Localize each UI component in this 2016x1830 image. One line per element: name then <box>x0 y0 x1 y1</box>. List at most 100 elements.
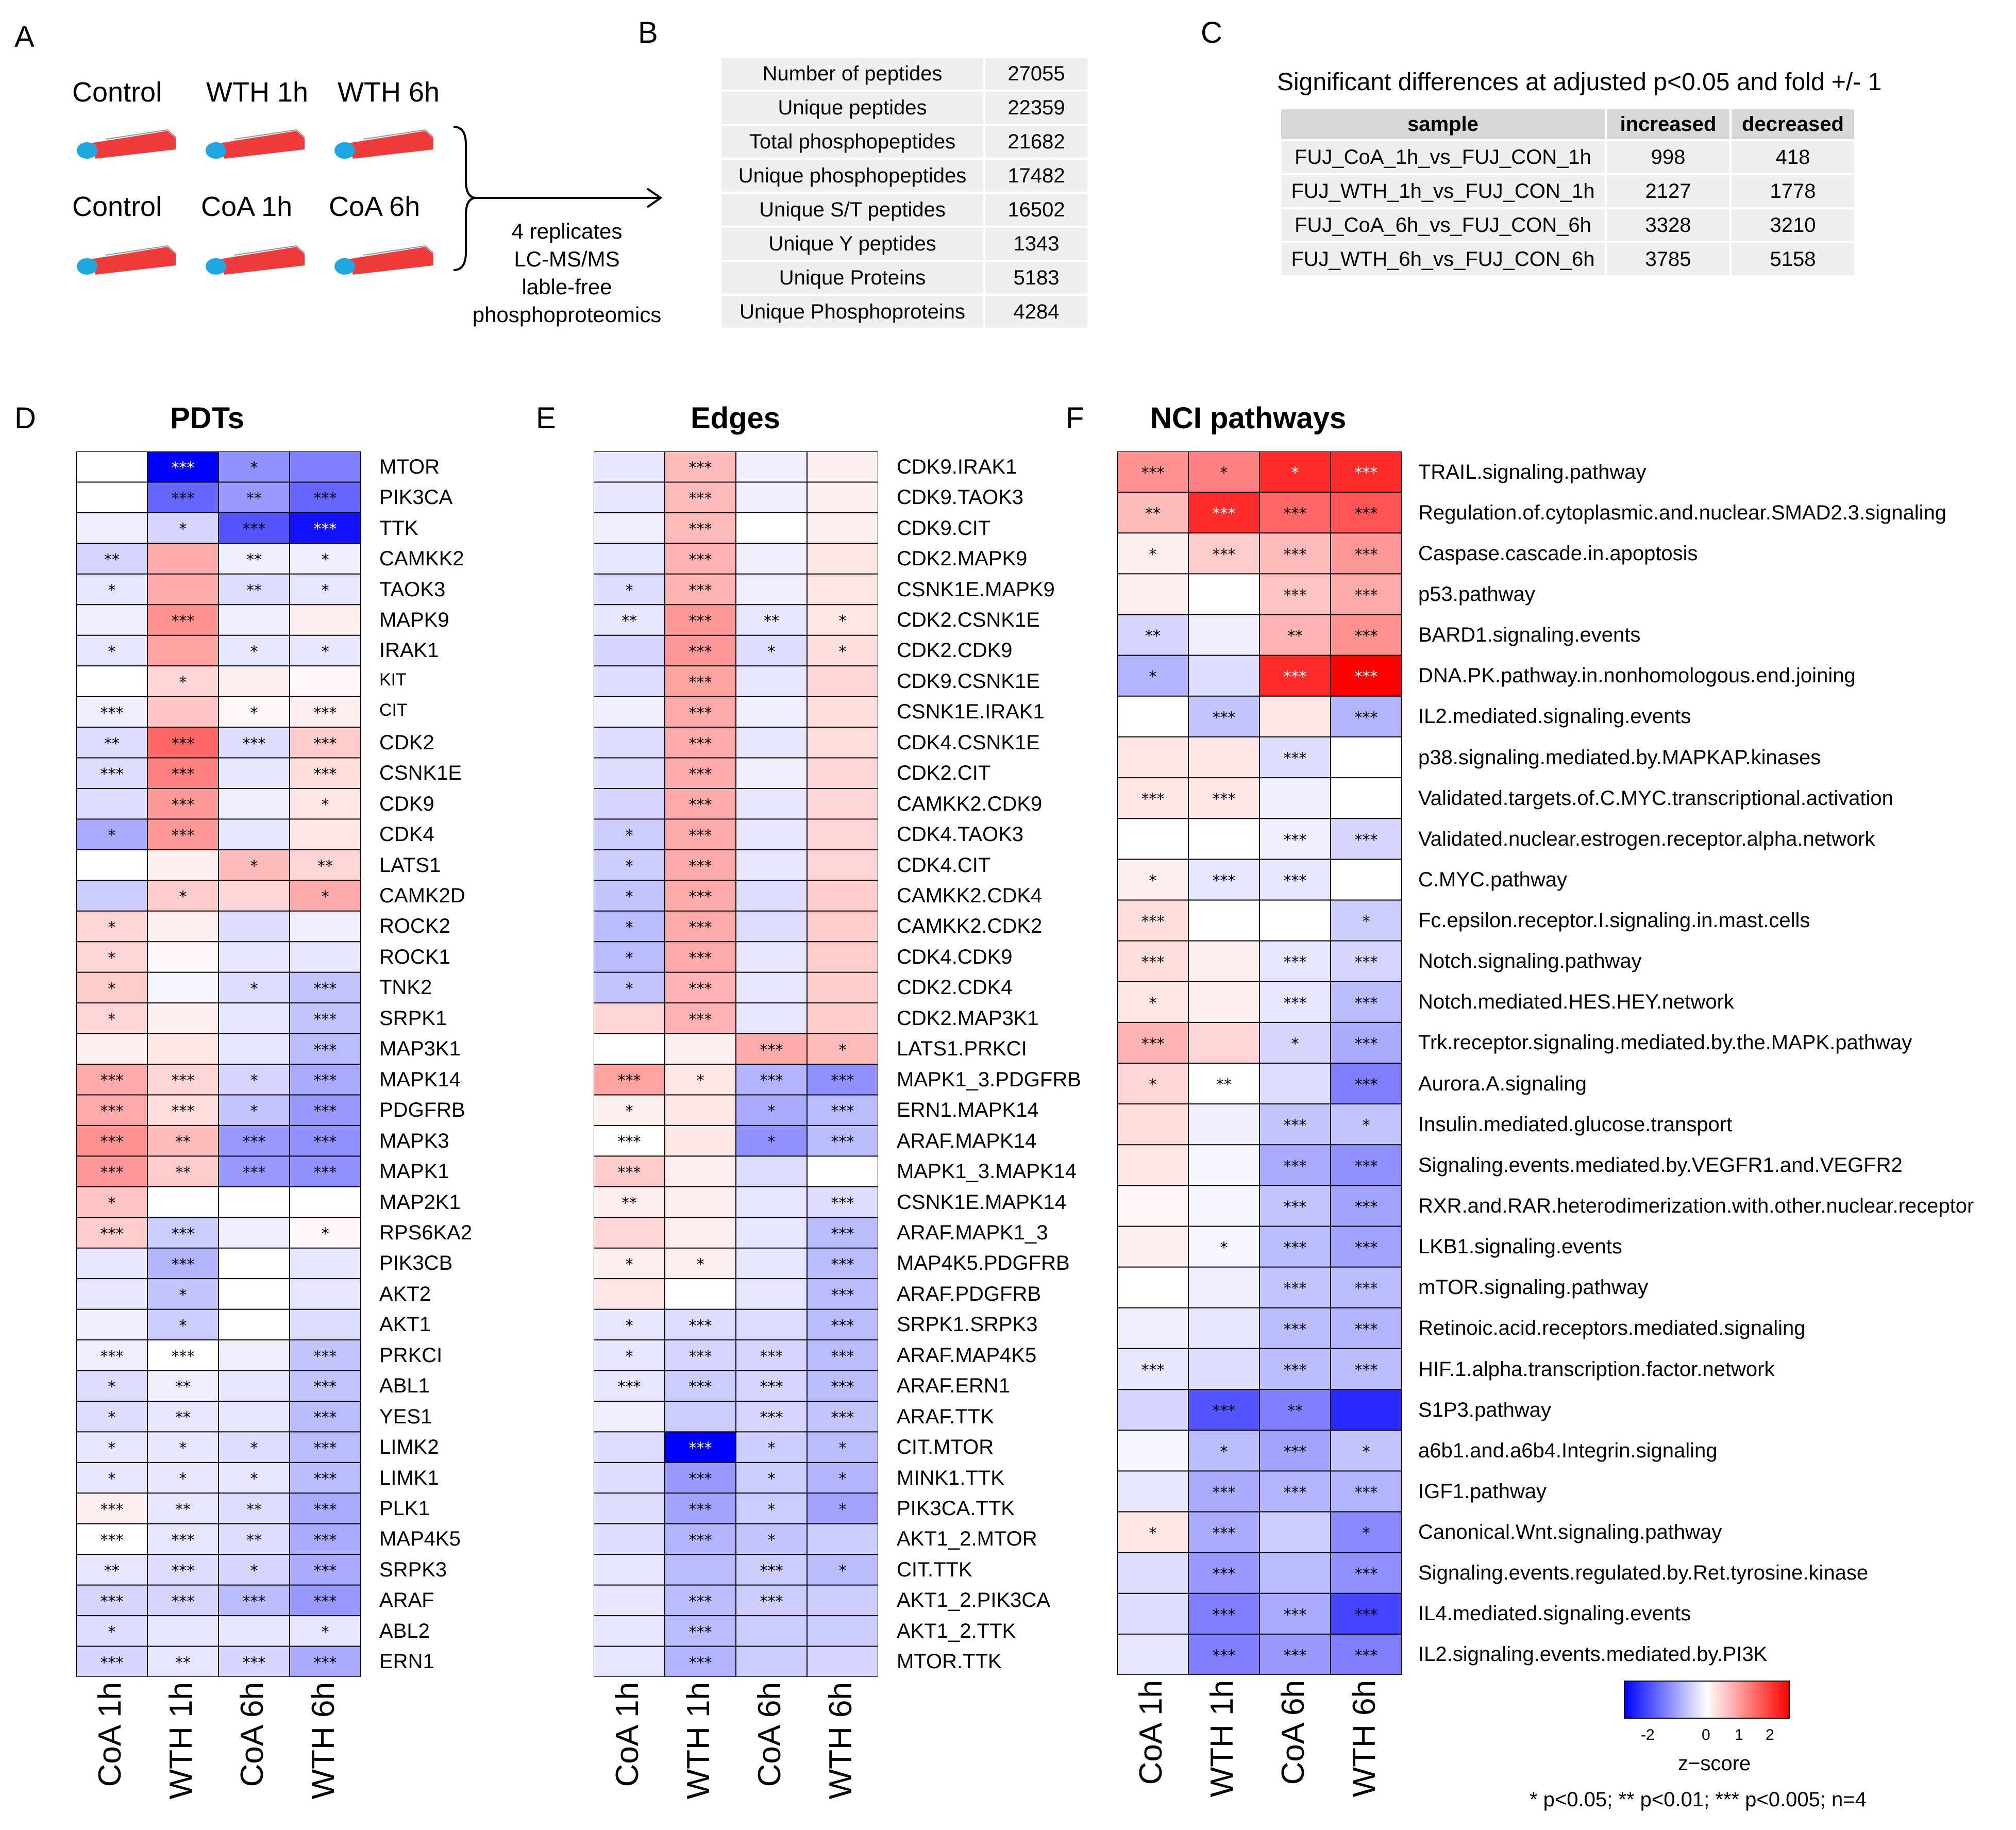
heatmap-cell <box>736 727 807 758</box>
row-label: ROCK1 <box>379 945 450 968</box>
heatmap-cell <box>1188 533 1259 574</box>
edges-heatmap: ************* ***** *** ** **** * ************… <box>594 451 878 1677</box>
heatmap-cell <box>1331 1104 1402 1145</box>
table-cell: 2127 <box>1605 173 1732 209</box>
significance-stars: *** <box>689 827 712 845</box>
heatmap-cell <box>1331 1389 1402 1431</box>
significance-stars: *** <box>314 490 337 508</box>
heatmap-cell <box>594 1217 665 1248</box>
heatmap-cell <box>1331 900 1402 941</box>
heatmap-cell <box>665 1125 736 1156</box>
heatmap-cell <box>1117 1226 1188 1267</box>
table-cell: Unique phosphopeptides <box>719 158 985 194</box>
heatmap-cell <box>1259 818 1331 860</box>
heatmap-cell <box>1259 1226 1331 1267</box>
heatmap-cell <box>594 1095 665 1126</box>
condition-label: CoA 1h <box>201 191 293 222</box>
heatmap-cell <box>1117 736 1188 778</box>
heatmap-cell <box>1331 1307 1402 1349</box>
heatmap-cell <box>219 605 290 635</box>
heatmap-cell <box>665 1523 736 1555</box>
row-label: RXR.and.RAR.heterodimerization.with.othe… <box>1418 1194 1974 1217</box>
heatmap-cell <box>736 1616 807 1647</box>
heatmap-cell <box>594 849 665 881</box>
row-label: KIT <box>379 669 407 690</box>
heatmap-cell <box>1331 655 1402 696</box>
heatmap-cell <box>594 512 665 544</box>
row-label: ARAF.MAP4K5 <box>897 1344 1037 1367</box>
heatmap-cell <box>807 543 878 574</box>
heatmap-cell <box>807 727 878 758</box>
heatmap-cell <box>1331 736 1402 778</box>
heatmap-cell <box>1117 900 1188 941</box>
significance-stars: ** <box>246 551 262 569</box>
row-label: CDK2.MAPK9 <box>897 547 1028 570</box>
significance-stars: * <box>839 1501 847 1519</box>
heatmap-cell <box>1117 533 1188 574</box>
heatmap-cell <box>807 1217 878 1248</box>
heatmap-cell <box>1259 1145 1331 1186</box>
heatmap-cell <box>1259 859 1331 900</box>
significance-stars: * <box>626 1348 633 1366</box>
heatmap-cell <box>665 1616 736 1647</box>
heatmap-cell <box>807 482 878 513</box>
row-label: Notch.signaling.pathway <box>1418 950 1642 973</box>
heatmap-cell <box>219 1156 290 1187</box>
significance-stars: *** <box>1355 709 1378 727</box>
heatmap-cell <box>1331 492 1402 533</box>
table-row: FUJ_CoA_6h_vs_FUJ_CON_6h 3328 3210 <box>1279 207 1856 243</box>
heatmap-cell <box>665 942 736 972</box>
condition-label: WTH 1h <box>206 77 309 108</box>
heatmap-cell <box>219 1003 290 1034</box>
heatmap-cell <box>807 605 878 635</box>
column-label: WTH 1h <box>163 1682 199 1800</box>
significance-stars: *** <box>100 1531 124 1549</box>
heatmap-cell <box>594 1125 665 1156</box>
heatmap-cell <box>1259 696 1331 737</box>
significance-stars: *** <box>689 1348 712 1366</box>
heatmap-cell <box>290 1370 361 1401</box>
significance-stars: ** <box>621 612 637 630</box>
table-cell: 22359 <box>983 90 1089 126</box>
heatmap-cell <box>290 1340 361 1371</box>
table-cell: 4284 <box>983 294 1089 330</box>
heatmap-cell <box>76 1248 147 1279</box>
heatmap-cell <box>594 758 665 788</box>
row-label: YES1 <box>379 1405 432 1428</box>
table-cell: Unique Y peptides <box>719 226 985 262</box>
significance-stars: * <box>322 888 329 906</box>
heatmap-cell <box>594 1432 665 1463</box>
row-label: Insulin.mediated.glucose.transport <box>1418 1113 1733 1136</box>
heatmap-cell <box>290 1279 361 1309</box>
significance-stars: *** <box>243 1164 266 1182</box>
heatmap-cell <box>76 849 147 881</box>
heatmap-cell <box>147 1432 219 1463</box>
flask-icon <box>77 129 176 159</box>
significance-stars: * <box>179 674 187 692</box>
significance-stars: *** <box>314 735 337 753</box>
heatmap-cell <box>290 819 361 850</box>
significance-stars: *** <box>1355 1280 1378 1298</box>
row-label: IRAK1 <box>379 639 439 662</box>
row-label: CDK4.CDK9 <box>897 945 1013 968</box>
row-label: CAMK2D <box>379 884 465 908</box>
row-label: Signaling.events.mediated.by.VEGFR1.and.… <box>1418 1153 1903 1177</box>
significance-stars: * <box>108 918 116 936</box>
heatmap-cell <box>1259 451 1331 493</box>
table-cell: FUJ_WTH_1h_vs_FUJ_CON_1h <box>1279 173 1607 209</box>
significance-stars: * <box>108 1409 116 1427</box>
heatmap-cell <box>807 1585 878 1616</box>
table-row: FUJ_CoA_1h_vs_FUJ_CON_1h 998 418 <box>1279 139 1856 175</box>
heatmap-cell <box>1117 614 1188 656</box>
row-label: Signaling.events.regulated.by.Ret.tyrosi… <box>1418 1562 1869 1585</box>
color-gradient <box>1624 1681 1790 1719</box>
heatmap-cell <box>1117 859 1188 900</box>
heatmap-cell <box>594 788 665 819</box>
significance-stars: *** <box>243 1592 266 1610</box>
column-label: CoA 1h <box>610 1682 645 1787</box>
significance-stars: * <box>108 1623 116 1641</box>
significance-stars: * <box>626 888 633 906</box>
heatmap-cell <box>807 1003 878 1034</box>
row-label: LATS1.PRKCI <box>897 1037 1027 1061</box>
significance-stars: *** <box>1284 546 1307 564</box>
